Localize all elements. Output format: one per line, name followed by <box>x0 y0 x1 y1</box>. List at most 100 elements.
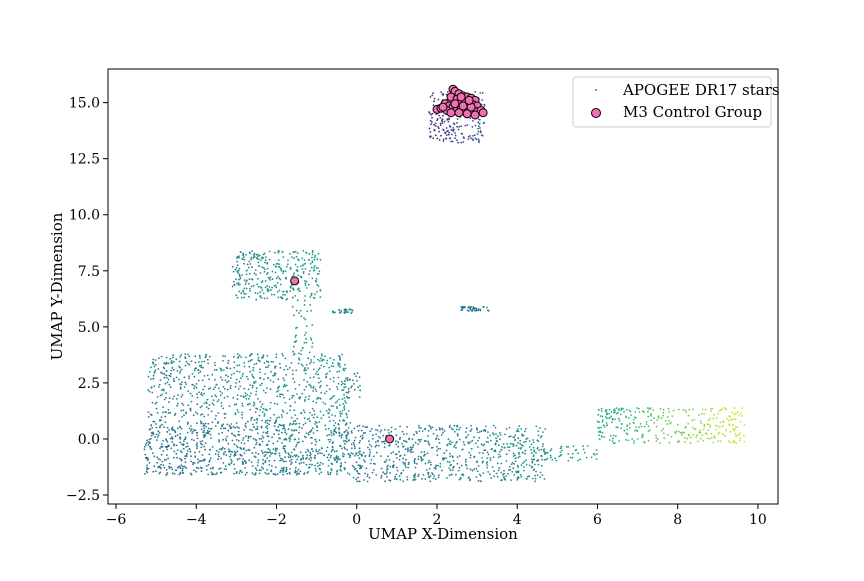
apogee-star-point <box>482 460 484 463</box>
apogee-star-point <box>595 458 598 461</box>
apogee-star-point <box>628 426 631 429</box>
apogee-star-point <box>292 350 294 353</box>
apogee-star-point <box>339 356 341 359</box>
apogee-star-point <box>637 407 640 410</box>
apogee-star-point <box>241 471 243 474</box>
apogee-star-point <box>262 467 264 470</box>
x-axis-ticks: −6 −4 −2 0 2 4 6 8 10 <box>106 504 767 528</box>
apogee-star-point <box>330 468 332 470</box>
apogee-star-point <box>278 277 281 280</box>
apogee-star-point <box>361 436 364 439</box>
apogee-star-point <box>508 449 511 452</box>
apogee-star-point <box>344 380 346 382</box>
apogee-star-point <box>233 468 236 470</box>
apogee-star-point <box>268 449 271 451</box>
apogee-star-point <box>223 453 225 456</box>
apogee-star-point <box>150 386 153 389</box>
apogee-star-point <box>279 395 281 398</box>
apogee-star-point <box>739 439 741 442</box>
apogee-star-point <box>163 466 166 469</box>
apogee-star-point <box>292 377 295 380</box>
apogee-star-point <box>332 405 335 407</box>
apogee-star-point <box>249 384 252 386</box>
apogee-star-point <box>223 396 226 399</box>
apogee-star-point <box>257 356 260 359</box>
apogee-star-point <box>180 354 183 356</box>
apogee-star-point <box>343 408 346 411</box>
apogee-star-point <box>520 446 523 449</box>
apogee-star-point <box>653 422 655 424</box>
legend-marker-m3 <box>591 108 601 118</box>
apogee-star-point <box>214 386 217 389</box>
apogee-star-point <box>263 378 265 381</box>
apogee-star-point <box>478 431 481 433</box>
apogee-star-point <box>193 369 196 372</box>
apogee-star-point <box>309 431 311 433</box>
apogee-star-point <box>183 376 186 379</box>
apogee-star-point <box>153 372 156 374</box>
apogee-star-point <box>284 293 286 296</box>
apogee-star-point <box>294 419 297 422</box>
apogee-star-point <box>296 270 299 273</box>
apogee-star-point <box>326 359 329 362</box>
apogee-star-point <box>159 394 162 397</box>
apogee-star-point <box>236 426 239 429</box>
apogee-star-point <box>269 388 272 391</box>
apogee-star-point <box>293 257 295 259</box>
apogee-star-point <box>330 454 333 457</box>
apogee-star-point <box>287 456 290 458</box>
apogee-star-point <box>452 122 455 125</box>
apogee-star-point <box>234 426 237 429</box>
apogee-star-point <box>274 453 277 455</box>
apogee-star-point <box>227 362 230 365</box>
apogee-star-point <box>662 411 665 414</box>
apogee-star-point <box>616 426 619 429</box>
apogee-star-point <box>311 342 314 344</box>
apogee-star-point <box>344 311 347 314</box>
apogee-star-point <box>638 426 640 429</box>
apogee-star-point <box>502 443 505 445</box>
apogee-star-point <box>213 369 216 371</box>
apogee-star-point <box>295 473 298 476</box>
apogee-star-point <box>388 444 390 447</box>
apogee-star-point <box>215 368 218 371</box>
apogee-star-point <box>179 387 182 390</box>
apogee-star-point <box>496 475 499 478</box>
apogee-star-point <box>174 412 177 415</box>
apogee-star-point <box>209 467 212 470</box>
apogee-star-point <box>312 387 315 389</box>
apogee-star-point <box>513 474 516 476</box>
apogee-star-point <box>386 475 388 478</box>
apogee-star-point <box>352 452 354 455</box>
apogee-star-point <box>336 407 339 410</box>
apogee-star-point <box>450 427 453 430</box>
apogee-star-point <box>295 334 297 337</box>
apogee-star-point <box>662 432 665 435</box>
apogee-star-point <box>206 358 209 361</box>
apogee-star-point <box>311 407 314 410</box>
apogee-star-point <box>176 404 179 407</box>
apogee-star-point <box>291 461 293 464</box>
apogee-star-point <box>202 431 205 434</box>
apogee-star-point <box>240 395 242 397</box>
apogee-star-point <box>571 456 574 459</box>
apogee-star-point <box>220 457 223 460</box>
apogee-star-point <box>598 438 601 440</box>
apogee-star-point <box>205 401 208 404</box>
apogee-star-point <box>327 408 330 411</box>
apogee-star-point <box>289 405 292 407</box>
apogee-star-point <box>632 418 635 421</box>
apogee-star-point <box>299 451 302 454</box>
apogee-star-point <box>684 427 686 429</box>
apogee-star-point <box>196 437 199 440</box>
apogee-star-point <box>253 363 256 366</box>
apogee-star-point <box>278 289 281 292</box>
apogee-star-point <box>489 473 491 476</box>
apogee-star-point <box>582 448 585 451</box>
apogee-star-point <box>483 105 486 107</box>
apogee-star-point <box>289 456 292 459</box>
apogee-star-point <box>178 360 181 363</box>
apogee-star-point <box>239 251 242 253</box>
apogee-star-point <box>330 365 333 367</box>
apogee-star-point <box>420 458 423 460</box>
